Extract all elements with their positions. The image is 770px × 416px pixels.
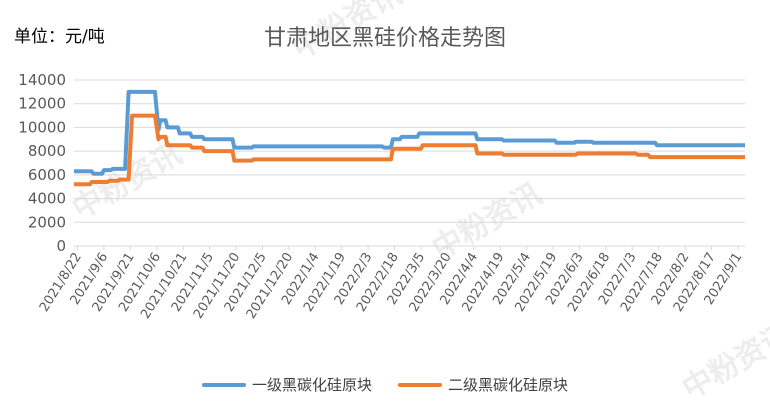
x-axis-ticks: 2021/8/222021/9/62021/9/212021/10/62021/… (37, 246, 745, 322)
legend: 一级黑碳化硅原块 二级黑碳化硅原块 (0, 374, 770, 395)
y-tick-label: 2000 (28, 213, 66, 231)
unit-label: 单位：元/吨 (14, 27, 105, 47)
y-axis-ticks: 0 2000 4000 6000 8000 10000 12000 14000 (18, 71, 66, 255)
legend-label: 二级黑碳化硅原块 (448, 376, 569, 394)
series-lines (74, 89, 745, 187)
y-tick-label: 4000 (28, 190, 66, 208)
y-tick-label: 0 (56, 237, 66, 255)
grid-lines (74, 79, 745, 247)
y-tick-label: 10000 (18, 118, 66, 136)
y-tick-label: 8000 (28, 142, 66, 160)
y-tick-label: 14000 (18, 71, 66, 89)
y-tick-label: 6000 (28, 166, 66, 184)
legend-swatch (398, 382, 442, 387)
legend-item-series1: 一级黑碳化硅原块 (201, 374, 372, 395)
series-line-2 (74, 113, 745, 187)
y-tick-label: 12000 (18, 95, 66, 113)
legend-label: 一级黑碳化硅原块 (251, 376, 372, 394)
chart-title: 甘肃地区黑硅价格走势图 (263, 26, 506, 51)
series-line-1 (74, 89, 745, 176)
legend-swatch (201, 382, 246, 387)
legend-item-series2: 二级黑碳化硅原块 (398, 374, 568, 395)
